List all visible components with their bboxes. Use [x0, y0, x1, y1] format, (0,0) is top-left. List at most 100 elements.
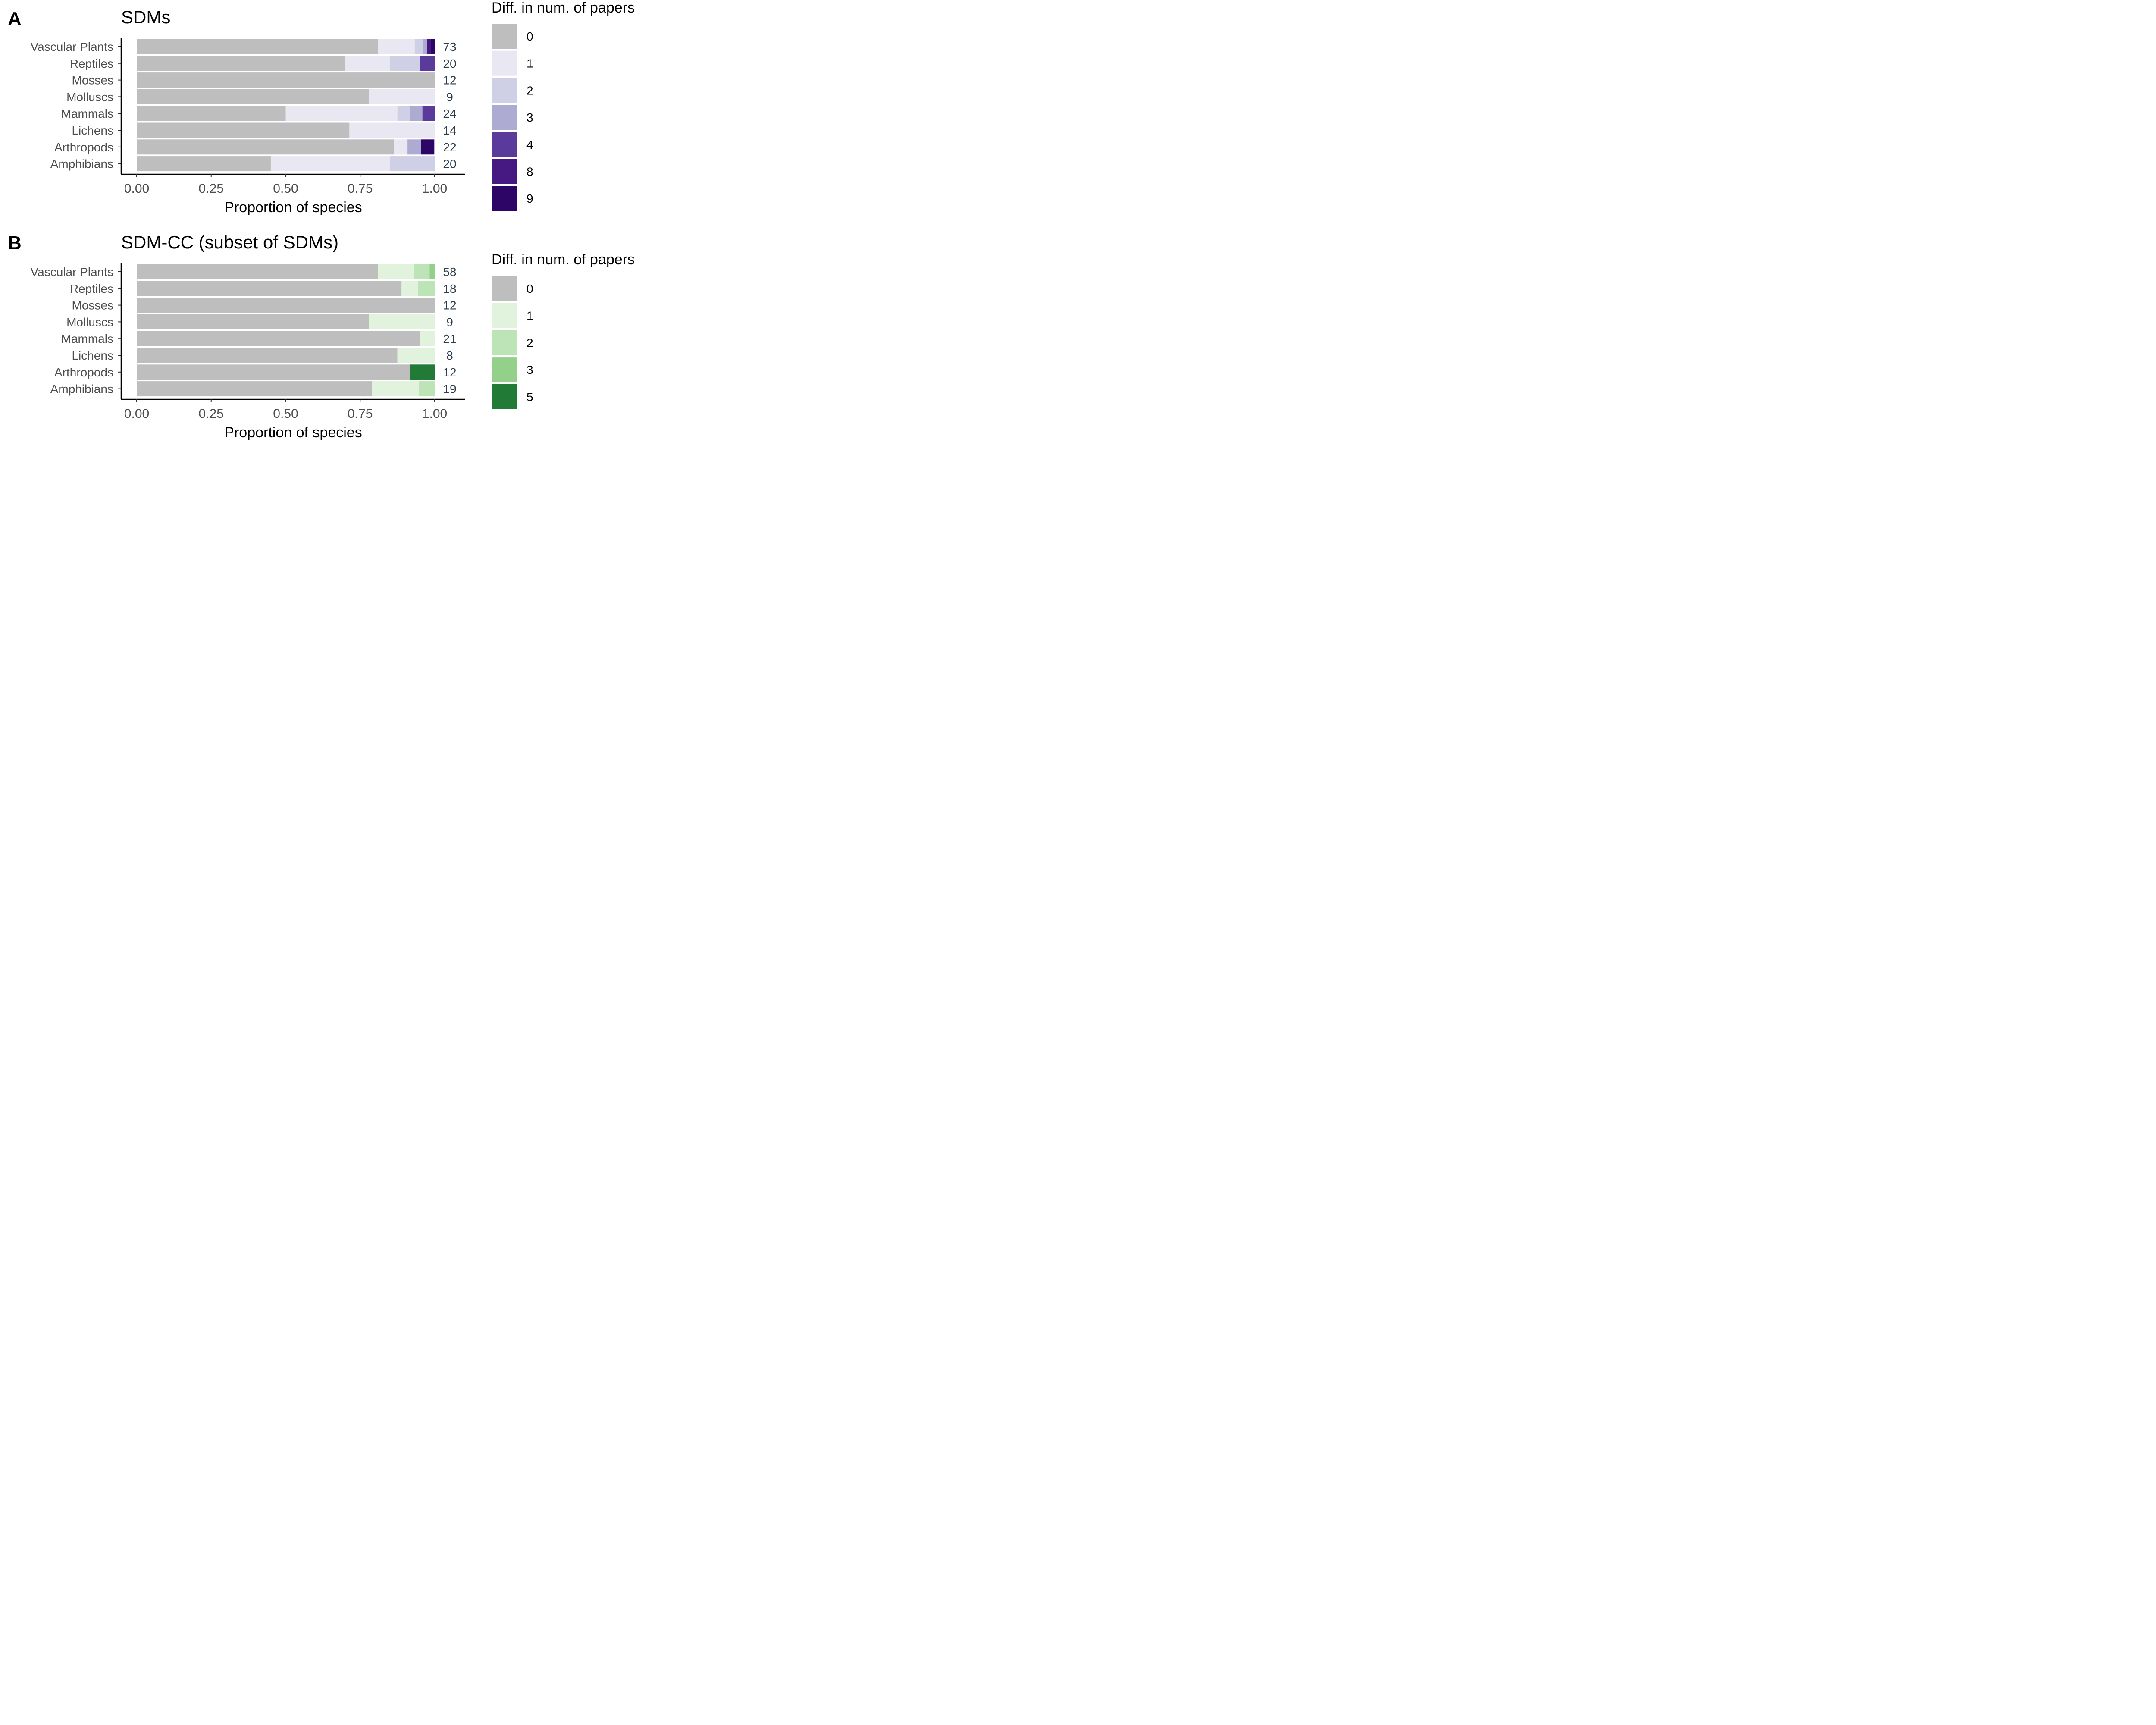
category-label: Lichens: [72, 124, 113, 137]
x-tick-label: 0.00: [124, 182, 149, 196]
category-label: Amphibians: [50, 383, 113, 396]
bar-segment-reptiles-2: [418, 281, 435, 296]
panel-b-title: SDM-CC (subset of SDMs): [121, 232, 338, 252]
legend-label: 8: [526, 165, 533, 179]
bar-segment-vascular-plants-8: [427, 39, 431, 54]
count-label: 19: [443, 383, 456, 396]
panel-a-axes: [118, 38, 465, 175]
panel-b-count-labels: 58 18 12 9 21 8 12 19: [443, 265, 456, 396]
bar-segment-mammals-2: [397, 106, 410, 121]
legend-swatch: [492, 186, 517, 211]
bar-segment-vascular-plants-3: [429, 264, 435, 279]
legend-swatch: [492, 78, 517, 103]
panel-b-category-labels: Vascular Plants Reptiles Mosses Molluscs Mam…: [31, 265, 113, 396]
panel-a-bars: [137, 39, 435, 172]
category-label: Molluscs: [66, 315, 113, 329]
legend-swatch: [492, 50, 517, 76]
legend-label: 0: [526, 282, 533, 295]
bar-segment-mammals-1: [285, 106, 398, 121]
panel-a-letter: A: [8, 8, 22, 29]
x-tick-label: 1.00: [422, 182, 447, 196]
legend-label: 2: [526, 84, 533, 97]
panel-a: A SDMs Vascular Plants Reptiles Mosses Moll…: [8, 0, 635, 216]
category-label: Molluscs: [66, 90, 113, 104]
legend-swatch: [492, 303, 517, 328]
bar-segment-reptiles-4: [420, 56, 435, 71]
legend-label: 2: [526, 336, 533, 349]
legend-swatch: [492, 276, 517, 301]
x-tick-label: 0.25: [199, 407, 224, 421]
bar-segment-arthropods-9: [421, 139, 435, 155]
legend-label: 3: [526, 111, 533, 124]
bar-segment-molluscs-1: [369, 89, 435, 104]
x-tick-label: 1.00: [422, 407, 447, 421]
bar-segment-mammals-0: [137, 106, 286, 121]
count-label: 73: [443, 40, 456, 53]
legend-label: 3: [526, 363, 533, 376]
panel-a-title: SDMs: [121, 7, 170, 27]
panel-a-legend: Diff. in num. of papers 0 1 2 3 4 8 9: [492, 0, 635, 211]
bar-segment-mammals-3: [410, 106, 423, 121]
bar-segment-arthropods-0: [137, 139, 395, 155]
panel-a-category-labels: Vascular Plants Reptiles Mosses Molluscs Mam…: [31, 40, 113, 171]
category-label: Vascular Plants: [31, 40, 113, 53]
bar-segment-reptiles-0: [137, 56, 345, 71]
bar-segment-lichens-1: [397, 348, 435, 363]
bar-segment-reptiles-2: [390, 56, 420, 71]
x-tick-label: 0.75: [348, 182, 373, 196]
panel-b: B SDM-CC (subset of SDMs) Vascular Plant…: [8, 232, 635, 441]
bar-segment-vascular-plants-1: [378, 39, 415, 54]
bar-segment-amphibians-1: [270, 156, 390, 172]
category-label: Mammals: [61, 332, 113, 345]
bar-segment-mammals-4: [422, 106, 435, 121]
bar-segment-molluscs-0: [137, 314, 369, 329]
count-label: 12: [443, 74, 456, 87]
bar-segment-reptiles-1: [401, 281, 418, 296]
category-label: Lichens: [72, 349, 113, 362]
bar-segment-vascular-plants-9: [431, 39, 435, 54]
bar-segment-vascular-plants-2: [414, 39, 423, 54]
panel-b-legend: Diff. in num. of papers 0 1 2 3 5: [492, 251, 635, 409]
panel-b-x-axis-title: Proportion of species: [224, 424, 362, 441]
x-tick-label: 0.50: [273, 407, 298, 421]
panel-b-legend-title: Diff. in num. of papers: [492, 251, 635, 268]
bar-segment-mosses-0: [137, 298, 435, 313]
bar-segment-molluscs-1: [369, 314, 435, 329]
bar-segment-vascular-plants-2: [414, 264, 430, 279]
count-label: 21: [443, 332, 456, 345]
bar-segment-amphibians-1: [372, 381, 419, 397]
count-label: 58: [443, 265, 456, 279]
legend-label: 0: [526, 30, 533, 43]
bar-segment-amphibians-2: [390, 156, 435, 172]
bar-segment-vascular-plants-0: [137, 264, 378, 279]
bar-segment-mosses-0: [137, 72, 435, 88]
legend-label: 1: [526, 309, 533, 323]
count-label: 9: [446, 315, 453, 329]
count-label: 12: [443, 366, 456, 379]
bar-segment-lichens-0: [137, 122, 350, 138]
category-label: Arthropods: [54, 141, 113, 154]
count-label: 8: [446, 349, 453, 362]
legend-label: 4: [526, 138, 533, 151]
panel-b-bars: [137, 264, 435, 397]
legend-swatch: [492, 159, 517, 184]
bar-segment-reptiles-1: [345, 56, 390, 71]
legend-label: 9: [526, 192, 533, 205]
bar-segment-lichens-1: [349, 122, 435, 138]
panel-b-axes: [118, 263, 465, 400]
count-label: 20: [443, 157, 456, 171]
legend-swatch: [492, 330, 517, 355]
bar-segment-arthropods-1: [394, 139, 408, 155]
count-label: 18: [443, 282, 456, 295]
legend-swatch: [492, 105, 517, 130]
bar-segment-mammals-1: [420, 331, 435, 346]
panel-a-count-labels: 73 20 12 9 24 14 22 20: [443, 40, 456, 171]
figure: A SDMs Vascular Plants Reptiles Mosses Moll…: [8, 0, 635, 441]
panel-a-x-ticks: 0.00 0.25 0.50 0.75 1.00: [124, 174, 447, 196]
count-label: 24: [443, 107, 456, 120]
bar-segment-arthropods-0: [137, 364, 410, 380]
bar-segment-lichens-0: [137, 348, 398, 363]
legend-swatch: [492, 384, 517, 409]
panel-a-x-axis-title: Proportion of species: [224, 199, 362, 216]
legend-swatch: [492, 24, 517, 49]
